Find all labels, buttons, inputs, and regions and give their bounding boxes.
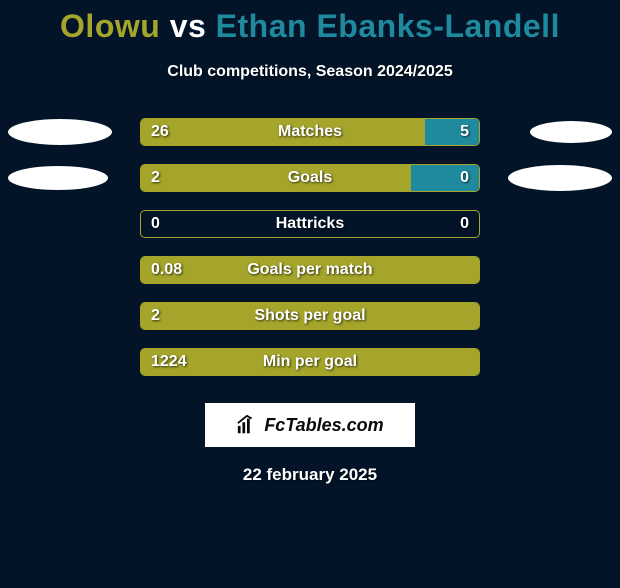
player2-marker [508, 165, 612, 191]
stat-row: 20Goals [0, 155, 620, 201]
stat-row: 265Matches [0, 109, 620, 155]
stat-label: Hattricks [141, 211, 479, 237]
subtitle: Club competitions, Season 2024/2025 [0, 63, 620, 81]
vs-text: vs [170, 8, 207, 44]
player1-marker [8, 166, 108, 190]
stat-row: 00Hattricks [0, 201, 620, 247]
stat-bar: 0.08Goals per match [140, 256, 480, 284]
stat-bar: 00Hattricks [140, 210, 480, 238]
stat-row: 1224Min per goal [0, 339, 620, 385]
stat-label: Goals [141, 165, 479, 191]
date-text: 22 february 2025 [0, 465, 620, 485]
comparison-title: Olowu vs Ethan Ebanks-Landell [0, 8, 620, 45]
stat-label: Goals per match [141, 257, 479, 283]
stats-container: 265Matches 20Goals 00Hattricks 0.08Goals pe… [0, 109, 620, 385]
stat-label: Min per goal [141, 349, 479, 375]
stat-label: Matches [141, 119, 479, 145]
stat-row: 0.08Goals per match [0, 247, 620, 293]
stat-bar: 20Goals [140, 164, 480, 192]
player2-name: Ethan Ebanks-Landell [216, 8, 560, 44]
stat-bar: 2Shots per goal [140, 302, 480, 330]
stat-label: Shots per goal [141, 303, 479, 329]
player1-name: Olowu [60, 8, 160, 44]
brand-text: FcTables.com [264, 415, 383, 436]
stat-row: 2Shots per goal [0, 293, 620, 339]
brand-badge: FcTables.com [205, 403, 415, 447]
player2-marker [530, 121, 612, 143]
chart-icon [236, 414, 258, 436]
stat-bar: 1224Min per goal [140, 348, 480, 376]
player1-marker [8, 119, 112, 145]
stat-bar: 265Matches [140, 118, 480, 146]
